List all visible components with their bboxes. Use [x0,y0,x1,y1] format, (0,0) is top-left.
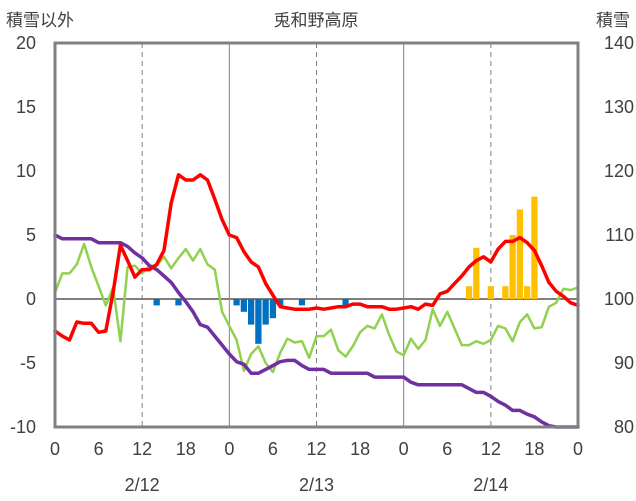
x-tick-label: 6 [442,439,452,459]
bar-positive [531,196,538,299]
bar-negative [240,299,247,312]
bar-negative [342,299,349,306]
bar-negative [255,299,262,344]
y-left-tick-label: -10 [10,417,36,437]
plot-border [53,41,580,429]
bar-negative [153,299,160,306]
y-right-tick-label: 120 [604,161,634,181]
day-label: 2/13 [299,475,334,495]
bar-positive [487,286,494,299]
bar-positive [473,247,480,299]
y-right-tick-label: 90 [614,353,634,373]
day-label: 2/14 [473,475,508,495]
plot-frame [53,41,580,429]
series-line-snow-depth [53,233,580,429]
bar-negative [298,299,306,306]
bar-negative [262,299,269,325]
x-tick-label: 0 [224,439,234,459]
y-right-tick-label: 130 [604,97,634,117]
bar-positive [509,235,516,299]
chart-title: 兎和野高原 [274,11,359,31]
y-left-tick-label: -5 [20,353,36,373]
y-left-tick-label: 10 [16,161,36,181]
y-right-tick-label: 140 [604,33,634,53]
bar-negative [269,299,277,319]
series-lines [53,173,580,429]
bar-positive [516,209,524,299]
x-tick-label: 0 [50,439,60,459]
bar-negative [233,299,240,306]
x-tick-label: 6 [268,439,278,459]
x-tick-label: 18 [350,439,370,459]
y-left-tick-label: 15 [16,97,36,117]
series-line-red [53,173,580,342]
y-right-tick-label: 80 [614,417,634,437]
y-left-tick-label: 5 [26,225,36,245]
x-tick-label: 18 [524,439,544,459]
bar-positive [465,286,473,299]
x-tick-label: 0 [399,439,409,459]
x-tick-label: 12 [132,439,152,459]
y-left-axis-label: 積雪以外 [6,11,74,31]
x-ticks: 0 6 12 18 0 6 12 18 0 6 12 18 0 [50,439,583,459]
y-left-ticks: -10 -5 0 5 10 15 20 [10,33,36,437]
series-line-green [53,242,580,374]
day-label: 2/12 [125,475,160,495]
bar-negative [247,299,255,325]
y-right-axis-label: 積雪 [596,11,630,31]
y-right-ticks: 80 90 100 110 120 130 140 [604,33,634,437]
x-tick-label: 0 [573,439,583,459]
y-right-tick-label: 100 [604,289,634,309]
bar-negative [277,299,284,306]
bar-negative [175,299,182,306]
bar-positive [524,286,531,299]
x-tick-label: 12 [481,439,501,459]
x-tick-label: 12 [306,439,326,459]
x-tick-label: 6 [94,439,104,459]
y-left-tick-label: 20 [16,33,36,53]
y-left-tick-label: 0 [26,289,36,309]
y-right-tick-label: 110 [605,225,634,245]
x-tick-label: 18 [176,439,196,459]
bars [153,196,538,344]
day-labels: 2/12 2/13 2/14 [125,475,509,495]
bar-positive [502,286,509,299]
